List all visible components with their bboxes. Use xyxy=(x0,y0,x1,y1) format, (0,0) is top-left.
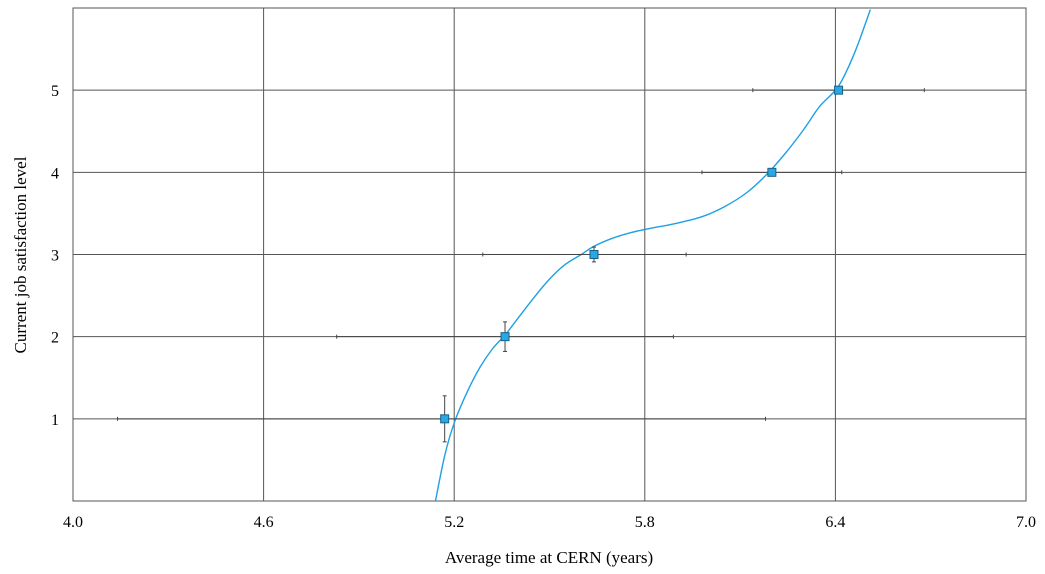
data-point xyxy=(589,250,599,259)
fit-curve xyxy=(434,9,872,501)
x-tick-label: 4.0 xyxy=(63,514,83,531)
data-point xyxy=(440,414,450,424)
x-tick-label: 6.4 xyxy=(825,514,845,531)
x-tick-label: 5.8 xyxy=(635,514,655,531)
x-tick-label: 4.6 xyxy=(254,514,274,531)
data-point xyxy=(500,332,510,342)
y-tick-label: 3 xyxy=(51,248,59,265)
y-tick-label: 4 xyxy=(51,165,59,182)
y-axis-label: Current job satisfaction level xyxy=(11,156,30,353)
y-tick-label: 5 xyxy=(51,83,59,100)
x-tick-label: 5.2 xyxy=(444,514,464,531)
tick-labels: 4.0 4.6 5.2 5.8 6.4 7.0 1 2 3 4 5 xyxy=(51,83,1036,531)
data-points xyxy=(440,85,844,424)
y-tick-label: 1 xyxy=(51,412,59,429)
x-tick-label: 7.0 xyxy=(1016,514,1036,531)
error-bars xyxy=(116,87,925,443)
y-tick-label: 2 xyxy=(51,330,59,347)
data-point xyxy=(834,85,844,95)
x-axis-label: Average time at CERN (years) xyxy=(445,548,653,567)
data-point xyxy=(767,167,777,177)
fit-curve-group xyxy=(434,9,872,501)
